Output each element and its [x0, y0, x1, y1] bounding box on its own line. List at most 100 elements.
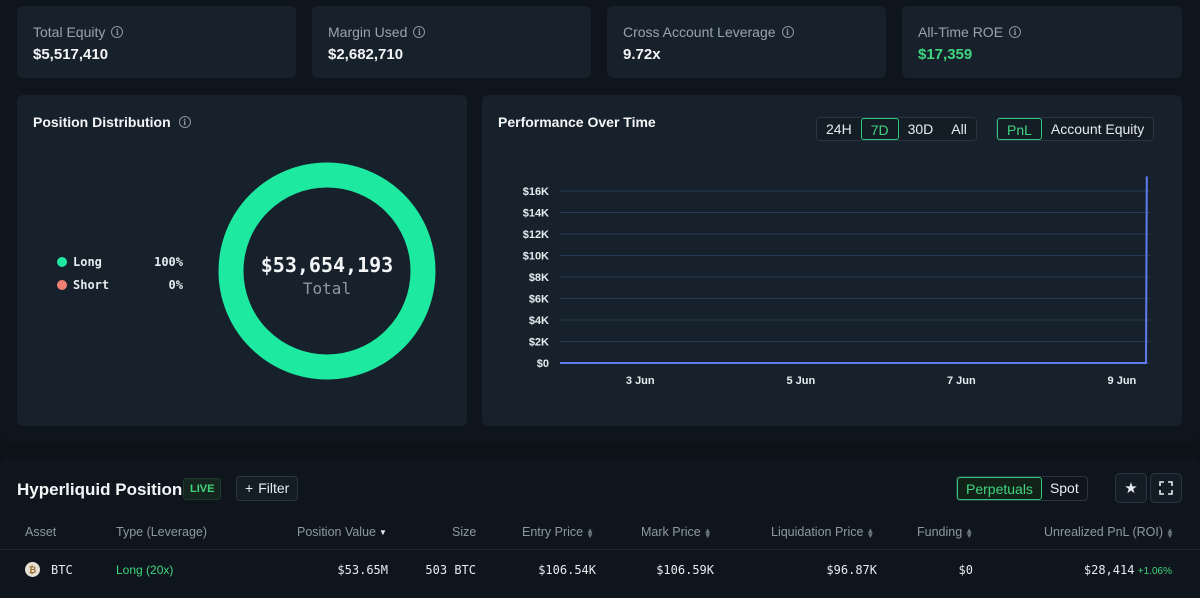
tab-perpetuals[interactable]: Perpetuals	[957, 477, 1042, 500]
stat-label: Total Equity	[33, 24, 106, 40]
positions-title: Hyperliquid Positions	[17, 480, 192, 499]
column-label: Funding	[917, 525, 963, 539]
y-tick-label: $16K	[523, 186, 549, 198]
plus-icon: +	[245, 480, 254, 496]
performance-panel: Performance Over Time	[482, 95, 1182, 426]
column-header-mark-price[interactable]: Mark Price ▲ ▼	[641, 525, 712, 539]
range-7d-button[interactable]: 7D	[860, 118, 899, 140]
stat-value: $17,359	[918, 46, 973, 63]
column-label: Mark Price	[641, 525, 701, 539]
range-selector: 24H 7D 30D All	[816, 117, 977, 141]
short-dot-icon	[57, 279, 67, 290]
donut-total-label: Total	[302, 279, 352, 298]
column-header-position-value[interactable]: Position Value ▼	[297, 525, 387, 539]
favorite-button[interactable]: ★	[1115, 473, 1147, 503]
filter-label: Filter	[258, 480, 290, 496]
overview-section: Total Equity i $5,517,410 Margin Used i $2…	[17, 6, 1182, 426]
tab-spot[interactable]: Spot	[1049, 480, 1079, 496]
cell-asset[interactable]: BTC	[51, 563, 73, 577]
filter-button[interactable]: + Filter	[236, 476, 299, 501]
column-label: Unrealized PnL (ROI)	[1044, 525, 1164, 539]
expand-icon	[1159, 481, 1173, 495]
donut-total-value: $53,654,193	[260, 253, 394, 277]
x-tick-label: 7 Jun	[947, 375, 976, 387]
sort-icon: ▲ ▼	[586, 525, 595, 540]
legend-pct: 0%	[168, 277, 183, 292]
fullscreen-button[interactable]	[1150, 473, 1182, 503]
x-tick-label: 9 Jun	[1108, 375, 1137, 387]
total-equity-card: Total Equity i $5,517,410	[17, 6, 296, 78]
btc-icon: ₿	[25, 562, 40, 577]
column-label: Position Value	[297, 525, 376, 539]
legend-name: Short	[73, 277, 110, 292]
sort-desc-icon: ▼	[379, 528, 387, 538]
long-dot-icon	[57, 256, 67, 267]
y-tick-label: $6K	[529, 294, 549, 306]
column-header-funding[interactable]: Funding ▲ ▼	[917, 525, 973, 539]
legend-name: Long	[73, 254, 102, 269]
metric-selector: PnL Account Equity	[996, 117, 1155, 141]
cell-unrealized-pnl: $28,414 +1.06%	[1084, 563, 1172, 577]
legend-pct: 100%	[154, 254, 183, 269]
info-icon[interactable]: i	[781, 26, 794, 38]
metric-pnl-button[interactable]: PnL	[997, 118, 1042, 140]
distribution-legend: Long 100% Short 0%	[57, 250, 183, 296]
sort-icon: ▲ ▼	[866, 525, 875, 540]
live-badge: LIVE	[183, 478, 222, 500]
x-tick-label: 5 Jun	[786, 375, 815, 387]
y-tick-label: $4K	[529, 315, 549, 327]
performance-chart: $0 $2K $4K $6K $8K $10K $12K $14K $16K 3 Jun 5 Jun…	[523, 176, 1150, 387]
range-24h-button[interactable]: 24H	[817, 118, 861, 140]
info-icon[interactable]: i	[1009, 26, 1022, 38]
cell-type: Long (20x)	[116, 563, 174, 577]
column-header-entry-price[interactable]: Entry Price ▲ ▼	[522, 525, 594, 539]
sort-icon: ▲ ▼	[703, 525, 712, 540]
column-header-asset[interactable]: Asset	[25, 525, 57, 539]
metric-account-equity-button[interactable]: Account Equity	[1041, 118, 1154, 140]
column-header-size[interactable]: Size	[452, 525, 477, 539]
market-type-tabs: Perpetuals Spot	[956, 476, 1088, 501]
stat-label: Cross Account Leverage	[623, 24, 776, 40]
roi-value: +1.06%	[1137, 566, 1172, 577]
cell-position-value: $53.65M	[337, 563, 388, 577]
legend-item-long[interactable]: Long 100%	[57, 250, 183, 273]
info-icon[interactable]: i	[413, 26, 426, 38]
y-tick-label: $14K	[523, 208, 549, 220]
cell-funding: $0	[958, 563, 973, 577]
pnl-series-line	[560, 176, 1148, 364]
y-tick-label: $2K	[529, 337, 549, 349]
column-header-liquidation-price[interactable]: Liquidation Price ▲ ▼	[771, 525, 874, 539]
margin-used-card: Margin Used i $2,682,710	[312, 6, 591, 78]
stat-value: 9.72x	[623, 46, 661, 63]
range-30d-button[interactable]: 30D	[898, 118, 943, 140]
column-label: Liquidation Price	[771, 525, 864, 539]
all-time-roe-card: All-Time ROE i $17,359	[902, 6, 1182, 78]
star-icon: ★	[1124, 480, 1138, 497]
y-tick-label: $10K	[523, 251, 549, 263]
column-header-unrealized-pnl[interactable]: Unrealized PnL (ROI) ▲ ▼	[1044, 525, 1174, 539]
sort-icon: ▲ ▼	[1166, 525, 1174, 540]
legend-item-short[interactable]: Short 0%	[57, 273, 183, 296]
panel-title: Position Distribution	[33, 114, 171, 130]
info-icon[interactable]: i	[111, 26, 124, 38]
stat-label: Margin Used	[328, 24, 408, 40]
donut-ring-long[interactable]	[218, 162, 436, 380]
pnl-value: $28,414	[1083, 563, 1135, 577]
y-tick-label: $8K	[529, 272, 549, 284]
cross-leverage-card: Cross Account Leverage i 9.72x	[607, 6, 886, 78]
donut-center: $53,654,193 Total	[217, 253, 437, 298]
position-distribution-panel: Position Distribution i Long 100% Short 0…	[17, 95, 467, 426]
sort-icon: ▲ ▼	[965, 525, 974, 540]
cell-liquidation-price: $96.87K	[826, 563, 877, 577]
y-tick-label: $0	[537, 358, 549, 370]
info-icon[interactable]: i	[178, 116, 191, 128]
column-header-type[interactable]: Type (Leverage)	[116, 525, 208, 539]
cell-entry-price: $106.54K	[538, 563, 596, 577]
range-all-button[interactable]: All	[942, 118, 976, 140]
cell-mark-price: $106.59K	[656, 563, 714, 577]
stat-value: $2,682,710	[328, 46, 404, 63]
header-divider	[0, 549, 1200, 550]
donut-chart	[218, 162, 436, 380]
positions-section: Hyperliquid Positions LIVE + Filter Perpe…	[0, 458, 1200, 598]
y-tick-label: $12K	[523, 229, 549, 241]
